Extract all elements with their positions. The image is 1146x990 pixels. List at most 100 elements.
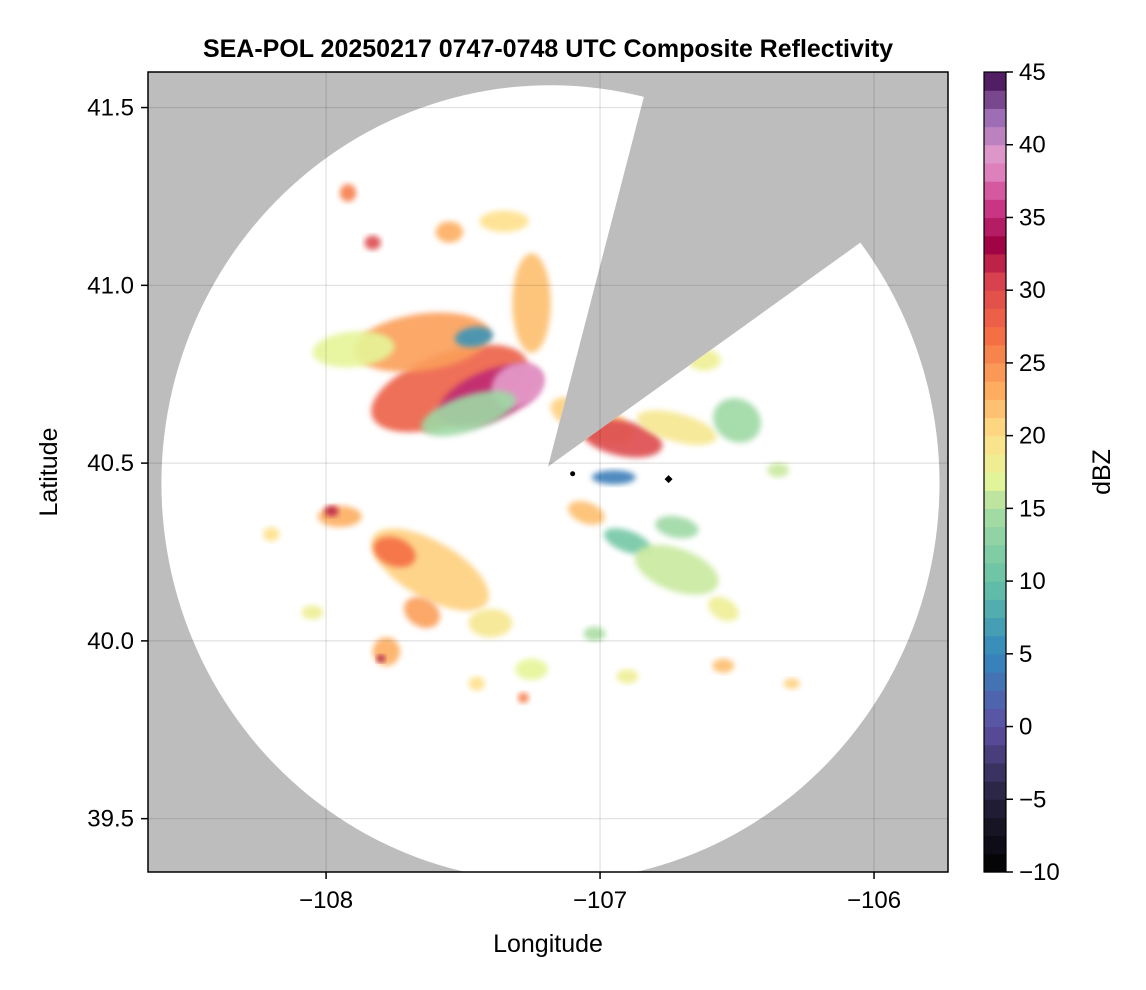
echo-region [616, 669, 639, 684]
x-tick-label: −108 [299, 887, 353, 914]
colorbar-bin [984, 362, 1006, 382]
colorbar-bin [984, 453, 1006, 473]
colorbar-tick-label: 45 [1019, 59, 1046, 86]
colorbar-bin [984, 744, 1006, 764]
y-tick-label: 39.5 [87, 806, 134, 833]
colorbar-bin [984, 508, 1006, 528]
echo-region [371, 344, 528, 433]
circle-marker [570, 471, 576, 477]
echo-region [324, 505, 339, 517]
colorbar-bin [984, 417, 1006, 437]
colorbar-tick-label: 40 [1019, 132, 1046, 159]
colorbar-bin [984, 399, 1006, 419]
colorbar-bin [984, 726, 1006, 746]
colorbar-bin [984, 653, 1006, 673]
echo-region [339, 184, 357, 202]
colorbar-bin [984, 853, 1006, 873]
colorbar-bin [984, 817, 1006, 837]
colorbar-bin [984, 381, 1006, 400]
echo-region [708, 596, 739, 622]
colorbar-bin [984, 617, 1006, 637]
colorbar-bin [984, 253, 1006, 273]
x-tick-label: −106 [847, 887, 901, 914]
x-tick-label: −107 [573, 887, 627, 914]
echo-region [515, 658, 548, 680]
colorbar-bin [984, 672, 1006, 691]
echo-region [713, 398, 761, 443]
echo-region [567, 500, 605, 525]
y-tick-label: 40.0 [87, 628, 134, 655]
colorbar-bin [984, 162, 1006, 182]
colorbar-bin [984, 799, 1006, 819]
x-axis: −108 −107 −106 [299, 872, 901, 914]
colorbar-bin [984, 217, 1006, 237]
marker-layer [570, 471, 673, 484]
colorbar-tick-label: −5 [1019, 786, 1046, 813]
colorbar-bin [984, 690, 1006, 709]
colorbar-bin [984, 562, 1006, 582]
echo-region [634, 544, 719, 595]
x-axis-label: Longitude [493, 930, 603, 958]
colorbar-bin [984, 290, 1006, 309]
colorbar-bin [984, 326, 1006, 346]
colorbar-bin [984, 72, 1006, 91]
diamond-marker [664, 475, 673, 484]
echo-region [312, 331, 395, 368]
echo-region [376, 655, 385, 663]
colorbar-bin [984, 635, 1006, 655]
y-tick-label: 40.5 [87, 450, 134, 477]
plot-area [148, 72, 948, 872]
colorbar: −10 −5 0 5 10 15 20 25 30 35 40 45 [983, 59, 1060, 886]
colorbar-bin [984, 708, 1006, 728]
colorbar-bin [984, 544, 1006, 564]
colorbar-bin [984, 144, 1006, 164]
colorbar-bin [984, 181, 1006, 200]
radar-coverage-area [161, 85, 940, 872]
echo-region [479, 210, 529, 232]
colorbar-bin [984, 781, 1006, 800]
colorbar-bin [984, 199, 1006, 219]
plot-frame [147, 71, 949, 873]
echo-region [468, 676, 485, 691]
echo-region [581, 418, 663, 458]
echo-region [364, 235, 381, 250]
echo-region [435, 221, 464, 243]
colorbar-tick-label: 5 [1019, 641, 1032, 668]
echo-region [301, 605, 324, 620]
echo-region [783, 678, 801, 689]
echo-region [636, 410, 717, 445]
echo-region [603, 528, 651, 555]
echo-region [372, 637, 401, 666]
colorbar-bin [984, 526, 1006, 546]
echo-region [655, 515, 699, 539]
colorbar-bin [984, 308, 1006, 328]
y-tick-label: 41.5 [87, 95, 134, 122]
colorbar-tick-label: 35 [1019, 204, 1046, 231]
colorbar-bin [984, 835, 1006, 855]
echo-region [421, 390, 516, 437]
echo-region [512, 253, 551, 353]
colorbar-bin [984, 344, 1006, 364]
y-tick-label: 41.0 [87, 272, 134, 299]
echo-region [517, 692, 529, 704]
colorbar-bin [984, 599, 1006, 619]
echo-region [403, 596, 441, 629]
echo-region [317, 505, 362, 528]
colorbar-bin [984, 581, 1006, 600]
echo-region [591, 470, 636, 485]
colorbar-label: dBZ [1088, 449, 1116, 495]
colorbar-tick-label: 30 [1019, 277, 1046, 304]
echo-region [454, 326, 494, 348]
colorbar-bin [984, 435, 1006, 455]
echo-region [468, 608, 513, 638]
colorbar-tick-label: −10 [1019, 859, 1060, 886]
grid-lines [148, 72, 948, 872]
colorbar-bin [984, 126, 1006, 146]
colorbar-bin [984, 490, 1006, 509]
echo-region [373, 536, 416, 568]
colorbar-bin [984, 272, 1006, 291]
echo-region [354, 312, 490, 372]
colorbar-bin [984, 472, 1006, 491]
colorbar-tick-label: 15 [1019, 495, 1046, 522]
